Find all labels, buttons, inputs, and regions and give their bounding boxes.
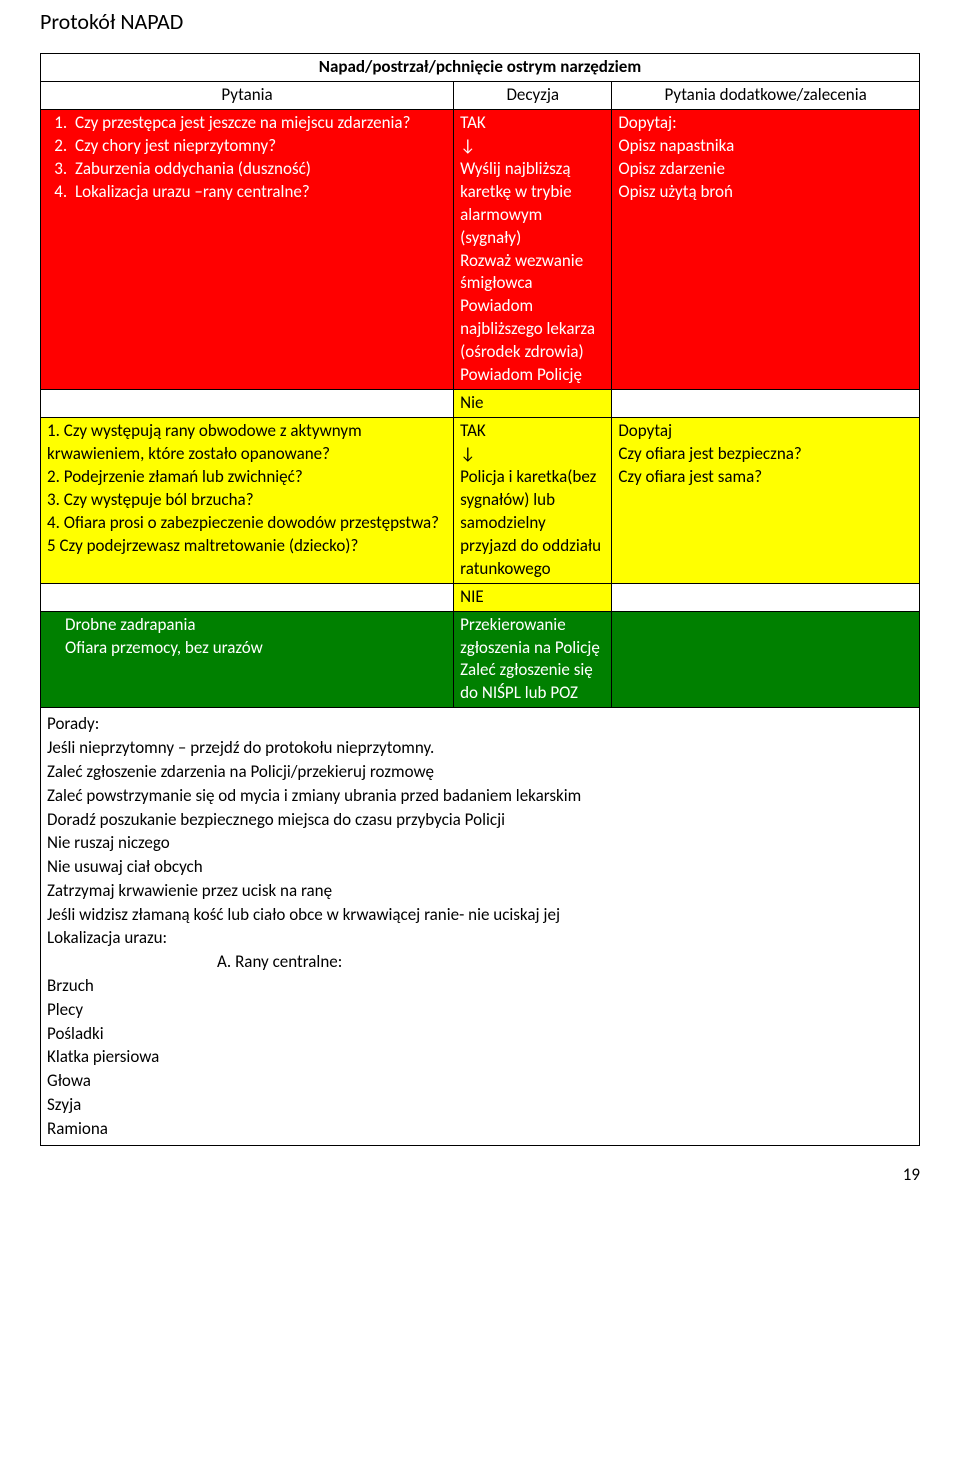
advice-line-5: Nie ruszaj niczego [47,831,913,855]
red-decision: TAK ↓ Wyślij najbliższą karetkę w trybie… [454,109,612,389]
separator-row-1: Nie [41,390,920,418]
body-part-7: Ramiona [47,1117,913,1141]
header-questions: Pytania [41,81,454,109]
separator-row-2: NIE [41,583,920,611]
localization-title: Lokalizacja urazu: [47,926,913,950]
red-q-2: Czy chory jest nieprzytomny? [71,135,447,158]
header-recommendations: Pytania dodatkowe/zalecenia [612,81,920,109]
sep1-blank-r [612,390,920,418]
yellow-questions: 1. Czy występują rany obwodowe z aktywny… [41,418,454,584]
advice-line-8: Jeśli widzisz złamaną kość lub ciało obc… [47,903,913,927]
body-part-4: Klatka piersiowa [47,1045,913,1069]
green-questions: Drobne zadrapania Ofiara przemocy, bez u… [41,611,454,708]
advice-line-6: Nie usuwaj ciał obcych [47,855,913,879]
advice-row: Porady: Jeśli nieprzytomny – przejdź do … [41,708,920,1145]
advice-line-2: Zaleć zgłoszenie zdarzenia na Policji/pr… [47,760,913,784]
advice-line-7: Zatrzymaj krwawienie przez ucisk na ranę [47,879,913,903]
body-part-3: Pośladki [47,1022,913,1046]
page-number: 19 [40,1164,920,1185]
table-title: Napad/postrzał/pchnięcie ostrym narzędzi… [41,54,920,82]
body-part-5: Głowa [47,1069,913,1093]
red-recommendation: Dopytaj: Opisz napastnika Opisz zdarzeni… [612,109,920,389]
sep2-decision: NIE [454,583,612,611]
red-questions: Czy przestępca jest jeszcze na miejscu z… [41,109,454,389]
yellow-row: 1. Czy występują rany obwodowe z aktywny… [41,418,920,584]
red-q-3: Zaburzenia oddychania (duszność) [71,158,447,181]
protocol-table: Napad/postrzał/pchnięcie ostrym narzędzi… [40,53,920,1146]
advice-heading: Porady: [47,712,913,736]
yellow-decision: TAK ↓ Policja i karetka(bez sygnałów) lu… [454,418,612,584]
body-part-2: Plecy [47,998,913,1022]
green-row: Drobne zadrapania Ofiara przemocy, bez u… [41,611,920,708]
red-q-1: Czy przestępca jest jeszcze na miejscu z… [71,112,447,135]
table-header-row: Pytania Decyzja Pytania dodatkowe/zalece… [41,81,920,109]
advice-line-1: Jeśli nieprzytomny – przejdź do protokoł… [47,736,913,760]
body-part-1: Brzuch [47,974,913,998]
body-part-6: Szyja [47,1093,913,1117]
advice-line-3: Zaleć powstrzymanie się od mycia i zmian… [47,784,913,808]
sep1-decision: Nie [454,390,612,418]
rany-centralne: A. Rany centralne: [217,950,342,974]
sep2-blank-q [41,583,454,611]
page-title: Protokół NAPAD [40,8,920,35]
yellow-recommendation: Dopytaj Czy ofiara jest bezpieczna? Czy … [612,418,920,584]
advice-cell: Porady: Jeśli nieprzytomny – przejdź do … [41,708,920,1145]
advice-line-4: Doradź poszukanie bezpiecznego miejsca d… [47,808,913,832]
sep1-blank-q [41,390,454,418]
header-decision: Decyzja [454,81,612,109]
red-q-4: Lokalizacja urazu –rany centralne? [71,181,447,204]
table-title-row: Napad/postrzał/pchnięcie ostrym narzędzi… [41,54,920,82]
green-blank-r [612,611,920,708]
sep2-blank-r [612,583,920,611]
green-decision: Przekierowanie zgłoszenia na Policję Zal… [454,611,612,708]
red-row: Czy przestępca jest jeszcze na miejscu z… [41,109,920,389]
